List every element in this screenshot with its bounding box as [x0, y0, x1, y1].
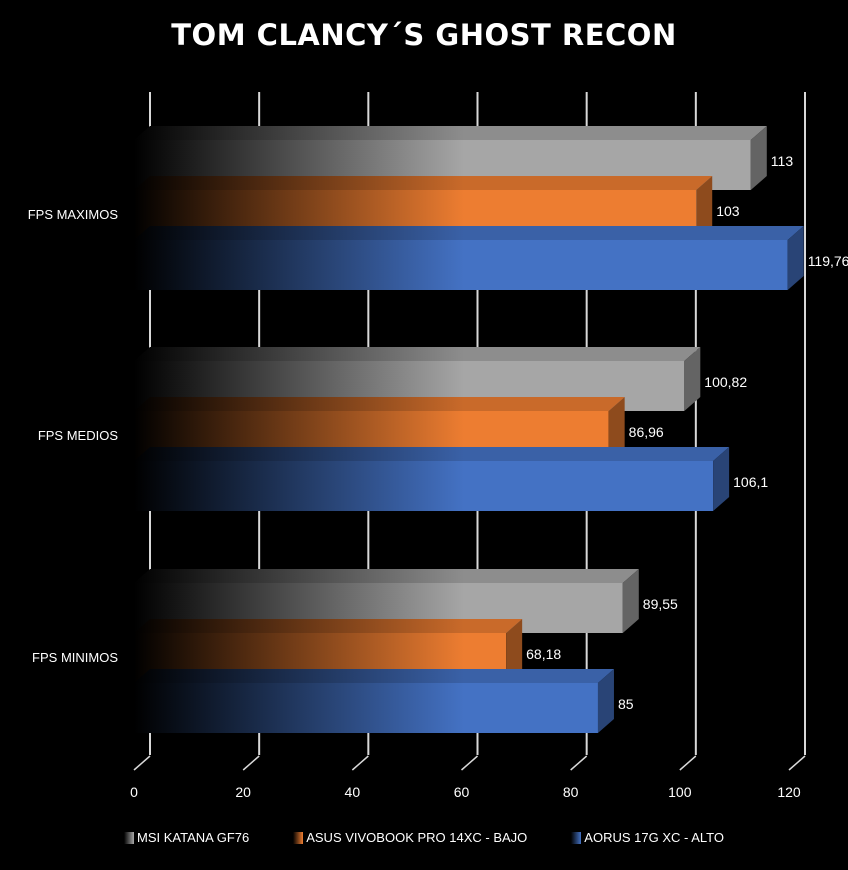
bar-top-face — [134, 397, 625, 411]
bar-top-face — [134, 126, 767, 140]
data-label: 85 — [618, 696, 634, 712]
bar — [134, 240, 788, 290]
x-tick-label: 0 — [130, 784, 138, 800]
bar-top-face — [134, 347, 701, 361]
axis-tick — [351, 755, 369, 771]
bar-side-face — [506, 619, 523, 683]
bar — [134, 461, 714, 511]
data-label: 106,1 — [733, 474, 768, 490]
legend-label-aorus: AORUS 17G XC - ALTO — [584, 830, 724, 845]
axis-tick — [133, 755, 151, 771]
legend-swatch-aorus — [571, 831, 582, 844]
bar-side-face — [684, 347, 701, 411]
bar-chart: 0 20 40 60 80 100 120 FPS MAXIMOS 113 103 119,76 FP… — [28, 92, 848, 800]
bar-side-face — [713, 447, 730, 511]
data-label: 100,82 — [704, 374, 747, 390]
bar-top-face — [134, 226, 804, 240]
bar-top-face — [134, 569, 639, 583]
legend-item-asus: ASUS VIVOBOOK PRO 14XC - BAJO — [293, 830, 527, 845]
x-tick-label: 100 — [668, 784, 692, 800]
data-label: 113 — [771, 153, 794, 169]
bar-side-face — [608, 397, 625, 461]
axis-tick — [242, 755, 260, 771]
data-label: 86,96 — [629, 424, 664, 440]
data-label: 68,18 — [526, 646, 561, 662]
axis-tick — [570, 755, 588, 771]
x-tick-label: 40 — [345, 784, 361, 800]
bar — [134, 683, 598, 733]
data-label: 119,76 — [808, 253, 848, 269]
legend-label-msi: MSI KATANA GF76 — [137, 830, 250, 845]
legend: MSI KATANA GF76 ASUS VIVOBOOK PRO 14XC -… — [0, 830, 848, 845]
data-label: 103 — [716, 203, 740, 219]
bar-side-face — [597, 669, 614, 733]
category-label: FPS MEDIOS — [38, 428, 119, 443]
chart-title: TOM CLANCY´S GHOST RECON — [171, 18, 677, 52]
x-tick-label: 60 — [454, 784, 470, 800]
bar-side-face — [787, 226, 804, 290]
bar-side-face — [750, 126, 767, 190]
legend-swatch-msi — [124, 831, 134, 844]
legend-item-msi: MSI KATANA GF76 — [124, 830, 249, 845]
data-label: 89,55 — [643, 596, 678, 612]
bar-top-face — [134, 669, 614, 683]
legend-swatch-asus — [293, 831, 304, 844]
bar-side-face — [696, 176, 713, 240]
bar-side-face — [622, 569, 639, 633]
x-tick-label: 80 — [563, 784, 579, 800]
legend-item-aorus: AORUS 17G XC - ALTO — [571, 830, 724, 845]
axis-tick — [461, 755, 478, 771]
bar-top-face — [134, 619, 523, 633]
x-tick-label: 120 — [777, 784, 801, 800]
category-label: FPS MINIMOS — [32, 650, 118, 665]
bar-top-face — [134, 447, 730, 461]
axis-tick — [679, 755, 697, 771]
category-label: FPS MAXIMOS — [28, 207, 119, 222]
x-tick-label: 20 — [235, 784, 251, 800]
bar-top-face — [134, 176, 713, 190]
axis-tick — [788, 755, 806, 771]
legend-label-asus: ASUS VIVOBOOK PRO 14XC - BAJO — [306, 830, 528, 845]
